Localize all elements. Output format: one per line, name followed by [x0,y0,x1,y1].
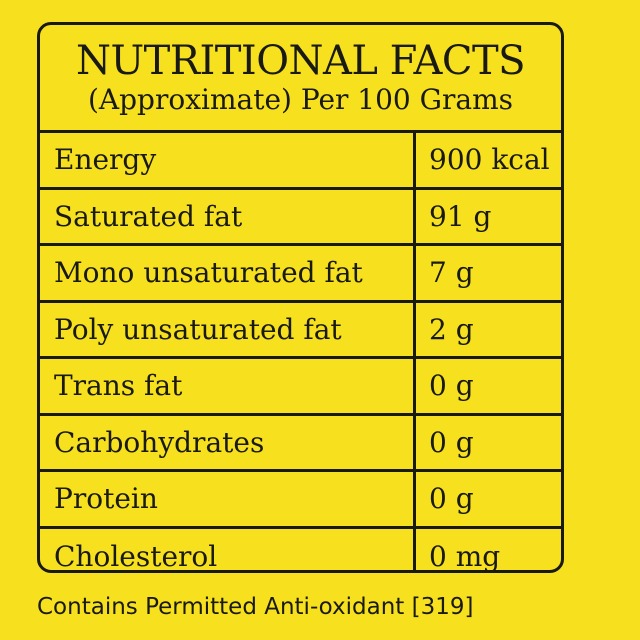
table-row-trans-fat: Trans fat 0 g [40,359,561,416]
table-row-energy: Energy 900 kcal [40,133,561,190]
panel-title: NUTRITIONAL FACTS [75,38,526,84]
nutrient-value: 0 g [429,369,474,403]
nutrient-name: Energy [40,133,416,187]
nutrient-value: 91 g [429,199,492,233]
table-row-poly-unsaturated-fat: Poly unsaturated fat 2 g [40,302,561,359]
nutrient-name: Saturated fat [40,189,416,243]
nutrient-name: Poly unsaturated fat [40,302,416,356]
nutrient-value: 0 mg [429,540,501,573]
table-row-cholesterol: Cholesterol 0 mg [40,528,561,573]
table-row-protein: Protein 0 g [40,472,561,529]
table-row-carbohydrates: Carbohydrates 0 g [40,415,561,472]
nutrient-value: 2 g [429,312,474,346]
table-row-mono-unsaturated-fat: Mono unsaturated fat 7 g [40,246,561,303]
nutrient-value: 0 g [429,482,474,516]
nutrition-table: Energy 900 kcal Saturated fat 91 g Mono … [40,133,561,573]
nutrient-name: Trans fat [40,359,416,413]
nutrient-name: Protein [40,472,416,526]
panel-subtitle: (Approximate) Per 100 Grams [87,83,514,116]
panel-header: NUTRITIONAL FACTS (Approximate) Per 100 … [40,25,561,133]
nutrient-name: Mono unsaturated fat [40,246,416,300]
nutrition-facts-panel: NUTRITIONAL FACTS (Approximate) Per 100 … [37,22,564,573]
nutrient-name: Carbohydrates [40,415,416,469]
nutrient-value: 0 g [429,425,474,459]
table-row-saturated-fat: Saturated fat 91 g [40,189,561,246]
nutrient-value: 7 g [429,256,474,290]
antioxidant-note: Contains Permitted Anti-oxidant [319] [37,594,474,620]
nutrient-name: Cholesterol [40,528,416,570]
nutrient-value: 900 kcal [429,143,550,177]
